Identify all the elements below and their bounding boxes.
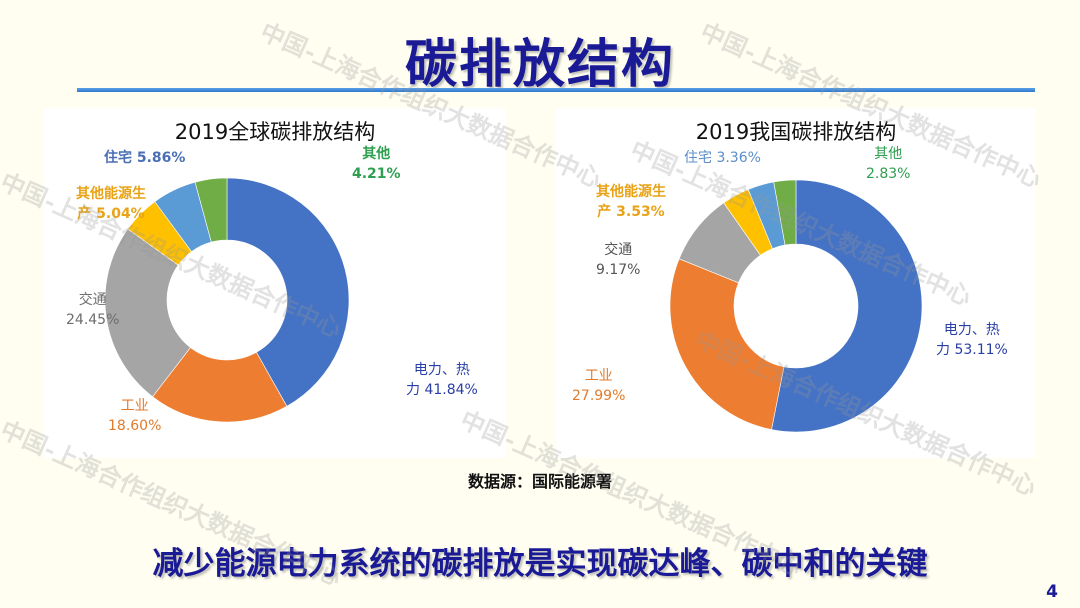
label-other: 其他 2.83% xyxy=(866,146,911,182)
label-other-energy: 其他能源生产 3.53% xyxy=(596,184,666,220)
conclusion-text: 减少能源电力系统的碳排放是实现碳达峰、碳中和的关键 xyxy=(152,546,928,582)
label-other-energy: 其他能源生产 5.04% xyxy=(76,186,146,222)
chart-title: 2019全球碳排放结构 xyxy=(174,120,376,144)
donut-slice xyxy=(104,228,191,398)
page-number: 4 xyxy=(1046,582,1058,602)
slide-title: 碳排放结构 xyxy=(404,35,675,95)
donut-slice xyxy=(194,177,228,243)
label-industry: 工业 18.60% xyxy=(108,398,162,434)
label-industry: 工业 27.99% xyxy=(572,368,626,404)
label-other: 其他 4.21% xyxy=(352,146,401,182)
label-transport: 交通 24.45% xyxy=(66,292,120,328)
label-power-heat: 电力、热力 53.11% xyxy=(936,322,1008,358)
global-emissions-chart: 2019全球碳排放结构 住宅 5.86% 其他 4.21% 其他能源生产 5.04… xyxy=(44,108,506,458)
title-divider xyxy=(77,88,1035,92)
donut-slice xyxy=(771,179,923,433)
label-residential: 住宅 5.86% xyxy=(104,150,186,166)
label-transport: 交通 9.17% xyxy=(596,242,641,278)
donut-slice xyxy=(773,179,797,246)
donut-slice xyxy=(152,347,288,423)
donut-slice xyxy=(669,258,785,430)
china-emissions-chart: 2019我国碳排放结构 住宅 3.36% 其他 2.83% 其他能源生产 3.53… xyxy=(556,108,1036,458)
chart-title: 2019我国碳排放结构 xyxy=(695,120,897,144)
donut-chart-china xyxy=(669,179,923,433)
donut-chart-global xyxy=(104,177,350,423)
data-source-note: 数据源：国际能源署 xyxy=(467,472,612,491)
label-power-heat: 电力、热力 41.84% xyxy=(406,362,478,398)
donut-slice xyxy=(226,177,350,407)
label-residential: 住宅 3.36% xyxy=(684,150,761,166)
